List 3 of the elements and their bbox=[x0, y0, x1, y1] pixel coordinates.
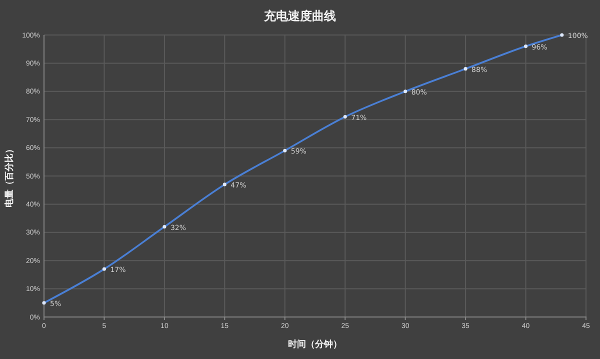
chart-title: 充电速度曲线 bbox=[263, 9, 336, 23]
x-axis-title: 时间（分钟） bbox=[288, 339, 342, 350]
y-axis-title: 电量（百分比） bbox=[4, 144, 15, 208]
